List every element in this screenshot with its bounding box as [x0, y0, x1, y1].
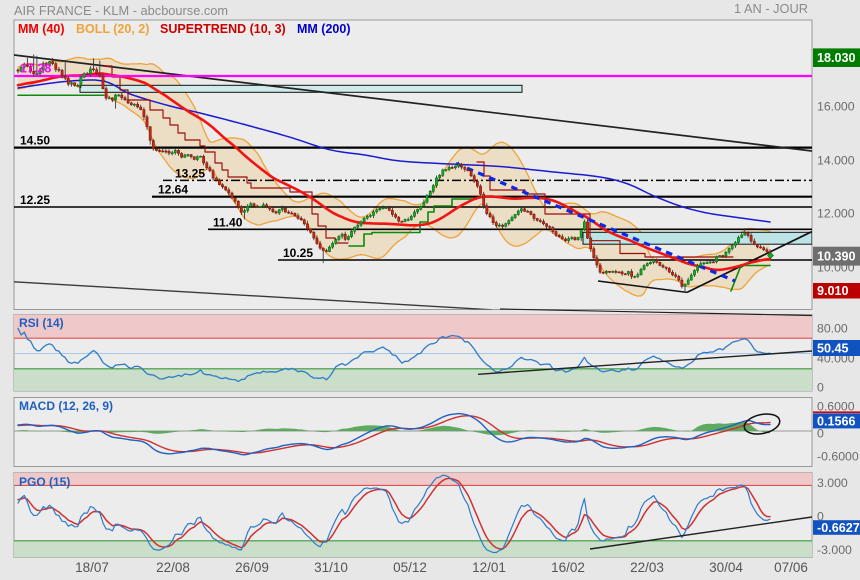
svg-text:30/04: 30/04	[709, 560, 743, 575]
svg-text:RSI (14): RSI (14)	[19, 316, 64, 330]
svg-text:1 AN - JOUR: 1 AN - JOUR	[734, 1, 808, 16]
svg-text:18.030: 18.030	[817, 51, 856, 65]
svg-text:-0.6627: -0.6627	[817, 521, 860, 535]
svg-text:10.25: 10.25	[283, 246, 313, 260]
svg-text:BOLL (20, 2): BOLL (20, 2)	[76, 22, 149, 36]
svg-text:MM (200): MM (200)	[297, 22, 350, 36]
svg-text:SUPERTREND (10, 3): SUPERTREND (10, 3)	[160, 22, 286, 36]
svg-text:14.50: 14.50	[20, 134, 50, 148]
svg-text:80.00: 80.00	[817, 321, 848, 335]
svg-text:0.6000: 0.6000	[817, 399, 855, 413]
svg-text:9.010: 9.010	[817, 284, 849, 298]
svg-text:13.25: 13.25	[175, 166, 205, 180]
svg-text:50.45: 50.45	[817, 341, 849, 355]
svg-text:16/02: 16/02	[551, 560, 585, 575]
svg-text:10.390: 10.390	[817, 250, 856, 264]
svg-text:-3.000: -3.000	[817, 543, 852, 557]
svg-text:MACD (12, 26, 9): MACD (12, 26, 9)	[19, 399, 113, 413]
svg-text:12.25: 12.25	[20, 193, 50, 207]
svg-text:18/07: 18/07	[75, 560, 109, 575]
svg-text:12.64: 12.64	[158, 183, 188, 197]
svg-text:0.1566: 0.1566	[817, 414, 856, 428]
svg-text:0: 0	[817, 426, 824, 440]
svg-text:0: 0	[817, 509, 824, 523]
svg-text:0: 0	[817, 380, 824, 394]
svg-text:3.000: 3.000	[817, 476, 848, 490]
svg-text:16.000: 16.000	[817, 99, 855, 113]
svg-text:05/12: 05/12	[393, 560, 427, 575]
svg-text:31/10: 31/10	[314, 560, 348, 575]
svg-text:17.28: 17.28	[20, 62, 51, 76]
svg-text:26/09: 26/09	[235, 560, 269, 575]
svg-text:AIR FRANCE - KLM - abcbourse.c: AIR FRANCE - KLM - abcbourse.com	[14, 3, 228, 18]
svg-text:12.000: 12.000	[817, 206, 855, 220]
svg-text:12/01: 12/01	[472, 560, 506, 575]
svg-text:14.000: 14.000	[817, 153, 855, 167]
svg-text:PGO (15): PGO (15)	[19, 475, 70, 489]
svg-text:MM (40): MM (40)	[18, 22, 65, 36]
svg-text:22/08: 22/08	[156, 560, 190, 575]
svg-text:-0.6000: -0.6000	[817, 449, 859, 463]
svg-text:07/06: 07/06	[774, 560, 808, 575]
svg-text:22/03: 22/03	[630, 560, 664, 575]
svg-text:11.40: 11.40	[213, 215, 243, 229]
